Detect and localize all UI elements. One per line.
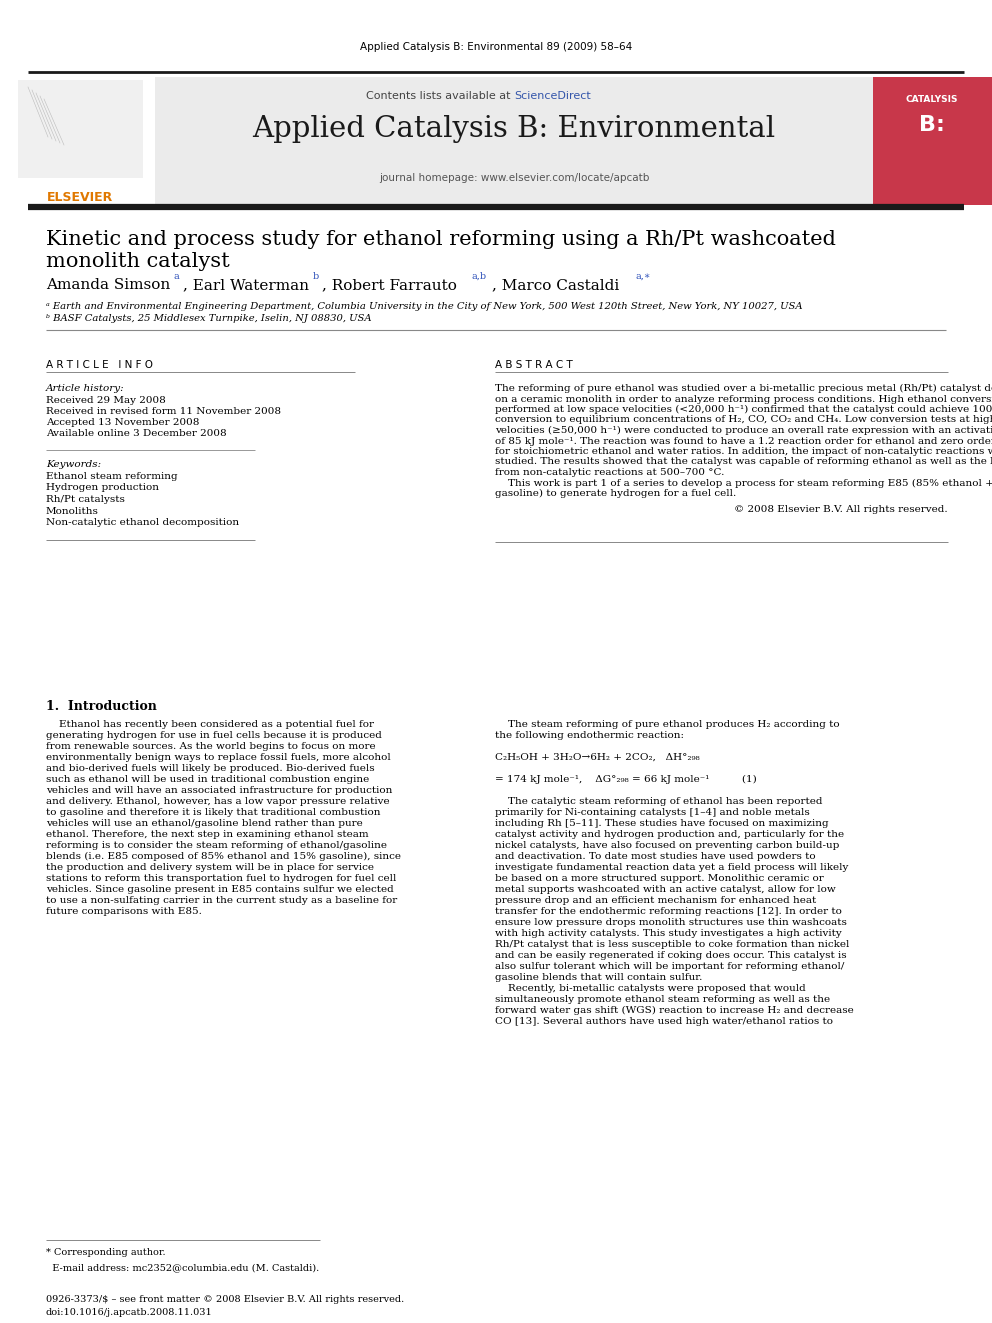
Bar — [0, 77, 155, 205]
Text: A B S T R A C T: A B S T R A C T — [495, 360, 572, 370]
Text: Applied Catalysis B: Environmental 89 (2009) 58–64: Applied Catalysis B: Environmental 89 (2… — [360, 42, 632, 52]
Text: pressure drop and an efficient mechanism for enhanced heat: pressure drop and an efficient mechanism… — [495, 896, 816, 905]
Text: monolith catalyst: monolith catalyst — [46, 251, 230, 271]
Text: of 85 kJ mole⁻¹. The reaction was found to have a 1.2 reaction order for ethanol: of 85 kJ mole⁻¹. The reaction was found … — [495, 437, 992, 446]
Text: investigate fundamental reaction data yet a field process will likely: investigate fundamental reaction data ye… — [495, 863, 848, 872]
Text: Monoliths: Monoliths — [46, 507, 99, 516]
Text: future comparisons with E85.: future comparisons with E85. — [46, 908, 202, 916]
Text: B:: B: — [919, 115, 945, 135]
Text: velocities (≥50,000 h⁻¹) were conducted to produce an overall rate expression wi: velocities (≥50,000 h⁻¹) were conducted … — [495, 426, 992, 435]
Text: a: a — [174, 273, 180, 280]
Text: The steam reforming of pure ethanol produces H₂ according to: The steam reforming of pure ethanol prod… — [495, 720, 839, 729]
Text: , Earl Waterman: , Earl Waterman — [183, 278, 309, 292]
Text: Hydrogen production: Hydrogen production — [46, 483, 159, 492]
Text: Contents lists available at: Contents lists available at — [366, 91, 514, 101]
Text: ScienceDirect: ScienceDirect — [514, 91, 591, 101]
Text: , Marco Castaldi: , Marco Castaldi — [492, 278, 619, 292]
Text: A R T I C L E   I N F O: A R T I C L E I N F O — [46, 360, 153, 370]
Text: E-mail address: mc2352@columbia.edu (M. Castaldi).: E-mail address: mc2352@columbia.edu (M. … — [46, 1263, 319, 1271]
Text: conversion to equilibrium concentrations of H₂, CO, CO₂ and CH₄. Low conversion : conversion to equilibrium concentrations… — [495, 415, 992, 425]
Text: from renewable sources. As the world begins to focus on more: from renewable sources. As the world beg… — [46, 742, 376, 751]
Text: primarily for Ni-containing catalysts [1–4] and noble metals: primarily for Ni-containing catalysts [1… — [495, 808, 809, 818]
Text: performed at low space velocities (<20,000 h⁻¹) confirmed that the catalyst coul: performed at low space velocities (<20,0… — [495, 405, 992, 414]
Text: The catalytic steam reforming of ethanol has been reported: The catalytic steam reforming of ethanol… — [495, 796, 822, 806]
Text: , Robert Farrauto: , Robert Farrauto — [322, 278, 457, 292]
Text: 1.  Introduction: 1. Introduction — [46, 700, 157, 713]
Text: a,∗: a,∗ — [635, 273, 651, 280]
Text: simultaneously promote ethanol steam reforming as well as the: simultaneously promote ethanol steam ref… — [495, 995, 830, 1004]
Text: Recently, bi-metallic catalysts were proposed that would: Recently, bi-metallic catalysts were pro… — [495, 984, 806, 994]
Text: * Corresponding author.: * Corresponding author. — [46, 1248, 166, 1257]
Text: Keywords:: Keywords: — [46, 460, 101, 468]
Text: journal homepage: www.elsevier.com/locate/apcatb: journal homepage: www.elsevier.com/locat… — [379, 173, 649, 183]
Text: stations to reform this transportation fuel to hydrogen for fuel cell: stations to reform this transportation f… — [46, 875, 397, 882]
Text: Non-catalytic ethanol decomposition: Non-catalytic ethanol decomposition — [46, 519, 239, 527]
Text: Article history:: Article history: — [46, 384, 125, 393]
Bar — [18, 79, 143, 179]
Text: and deactivation. To date most studies have used powders to: and deactivation. To date most studies h… — [495, 852, 815, 861]
Text: studied. The results showed that the catalyst was capable of reforming ethanol a: studied. The results showed that the cat… — [495, 458, 992, 467]
Text: Rh/Pt catalysts: Rh/Pt catalysts — [46, 495, 125, 504]
Text: Received in revised form 11 November 2008: Received in revised form 11 November 200… — [46, 407, 281, 415]
Text: with high activity catalysts. This study investigates a high activity: with high activity catalysts. This study… — [495, 929, 842, 938]
Text: from non-catalytic reactions at 500–700 °C.: from non-catalytic reactions at 500–700 … — [495, 468, 724, 478]
Text: This work is part 1 of a series to develop a process for steam reforming E85 (85: This work is part 1 of a series to devel… — [495, 479, 992, 488]
Text: vehicles will use an ethanol/gasoline blend rather than pure: vehicles will use an ethanol/gasoline bl… — [46, 819, 363, 828]
Text: also sulfur tolerant which will be important for reforming ethanol/: also sulfur tolerant which will be impor… — [495, 962, 844, 971]
Text: CO [13]. Several authors have used high water/ethanol ratios to: CO [13]. Several authors have used high … — [495, 1017, 833, 1027]
Text: gasoline) to generate hydrogen for a fuel cell.: gasoline) to generate hydrogen for a fue… — [495, 490, 736, 499]
Text: the production and delivery system will be in place for service: the production and delivery system will … — [46, 863, 374, 872]
Text: be based on a more structured support. Monolithic ceramic or: be based on a more structured support. M… — [495, 875, 823, 882]
Text: to use a non-sulfating carrier in the current study as a baseline for: to use a non-sulfating carrier in the cu… — [46, 896, 397, 905]
Text: and can be easily regenerated if coking does occur. This catalyst is: and can be easily regenerated if coking … — [495, 951, 846, 960]
Text: nickel catalysts, have also focused on preventing carbon build-up: nickel catalysts, have also focused on p… — [495, 841, 839, 849]
Bar — [873, 77, 992, 205]
Text: environmentally benign ways to replace fossil fuels, more alcohol: environmentally benign ways to replace f… — [46, 753, 391, 762]
Text: Ethanol steam reforming: Ethanol steam reforming — [46, 472, 178, 482]
Text: ELSEVIER: ELSEVIER — [47, 191, 113, 204]
Text: Amanda Simson: Amanda Simson — [46, 278, 171, 292]
Text: Ethanol has recently been considered as a potential fuel for: Ethanol has recently been considered as … — [46, 720, 374, 729]
Text: transfer for the endothermic reforming reactions [12]. In order to: transfer for the endothermic reforming r… — [495, 908, 842, 916]
Text: reforming is to consider the steam reforming of ethanol/gasoline: reforming is to consider the steam refor… — [46, 841, 387, 849]
Text: gasoline blends that will contain sulfur.: gasoline blends that will contain sulfur… — [495, 972, 702, 982]
Text: C₂H₅OH + 3H₂O→6H₂ + 2CO₂,   ΔH°₂₉₈: C₂H₅OH + 3H₂O→6H₂ + 2CO₂, ΔH°₂₉₈ — [495, 753, 699, 762]
Text: vehicles and will have an associated infrastructure for production: vehicles and will have an associated inf… — [46, 786, 393, 795]
Text: = 174 kJ mole⁻¹,    ΔG°₂₉₈ = 66 kJ mole⁻¹          (1): = 174 kJ mole⁻¹, ΔG°₂₉₈ = 66 kJ mole⁻¹ (… — [495, 775, 757, 785]
Text: Available online 3 December 2008: Available online 3 December 2008 — [46, 429, 226, 438]
Text: to gasoline and therefore it is likely that traditional combustion: to gasoline and therefore it is likely t… — [46, 808, 381, 818]
Bar — [155, 77, 873, 205]
Text: Applied Catalysis B: Environmental: Applied Catalysis B: Environmental — [252, 115, 776, 143]
Text: and bio-derived fuels will likely be produced. Bio-derived fuels: and bio-derived fuels will likely be pro… — [46, 763, 375, 773]
Text: © 2008 Elsevier B.V. All rights reserved.: © 2008 Elsevier B.V. All rights reserved… — [734, 505, 948, 515]
Text: CATALYSIS: CATALYSIS — [906, 95, 958, 105]
Text: on a ceramic monolith in order to analyze reforming process conditions. High eth: on a ceramic monolith in order to analyz… — [495, 394, 992, 404]
Text: ᵃ Earth and Environmental Engineering Department, Columbia University in the Cit: ᵃ Earth and Environmental Engineering De… — [46, 302, 803, 311]
Text: blends (i.e. E85 composed of 85% ethanol and 15% gasoline), since: blends (i.e. E85 composed of 85% ethanol… — [46, 852, 401, 861]
Text: Accepted 13 November 2008: Accepted 13 November 2008 — [46, 418, 199, 427]
Text: ethanol. Therefore, the next step in examining ethanol steam: ethanol. Therefore, the next step in exa… — [46, 830, 369, 839]
Text: including Rh [5–11]. These studies have focused on maximizing: including Rh [5–11]. These studies have … — [495, 819, 828, 828]
Text: metal supports washcoated with an active catalyst, allow for low: metal supports washcoated with an active… — [495, 885, 835, 894]
Text: Received 29 May 2008: Received 29 May 2008 — [46, 396, 166, 405]
Text: generating hydrogen for use in fuel cells because it is produced: generating hydrogen for use in fuel cell… — [46, 732, 382, 740]
Text: such as ethanol will be used in traditional combustion engine: such as ethanol will be used in traditio… — [46, 775, 369, 785]
Text: a,b: a,b — [472, 273, 487, 280]
Text: ᵇ BASF Catalysts, 25 Middlesex Turnpike, Iselin, NJ 08830, USA: ᵇ BASF Catalysts, 25 Middlesex Turnpike,… — [46, 314, 372, 323]
Text: for stoichiometric ethanol and water ratios. In addition, the impact of non-cata: for stoichiometric ethanol and water rat… — [495, 447, 992, 456]
Text: 0926-3373/$ – see front matter © 2008 Elsevier B.V. All rights reserved.: 0926-3373/$ – see front matter © 2008 El… — [46, 1295, 405, 1304]
Text: b: b — [313, 273, 319, 280]
Text: and delivery. Ethanol, however, has a low vapor pressure relative: and delivery. Ethanol, however, has a lo… — [46, 796, 390, 806]
Text: catalyst activity and hydrogen production and, particularly for the: catalyst activity and hydrogen productio… — [495, 830, 844, 839]
Text: the following endothermic reaction:: the following endothermic reaction: — [495, 732, 684, 740]
Text: ensure low pressure drops monolith structures use thin washcoats: ensure low pressure drops monolith struc… — [495, 918, 847, 927]
Text: doi:10.1016/j.apcatb.2008.11.031: doi:10.1016/j.apcatb.2008.11.031 — [46, 1308, 212, 1316]
Text: vehicles. Since gasoline present in E85 contains sulfur we elected: vehicles. Since gasoline present in E85 … — [46, 885, 394, 894]
Text: Rh/Pt catalyst that is less susceptible to coke formation than nickel: Rh/Pt catalyst that is less susceptible … — [495, 941, 849, 949]
Text: Kinetic and process study for ethanol reforming using a Rh/Pt washcoated: Kinetic and process study for ethanol re… — [46, 230, 836, 249]
Text: The reforming of pure ethanol was studied over a bi-metallic precious metal (Rh/: The reforming of pure ethanol was studie… — [495, 384, 992, 393]
Text: forward water gas shift (WGS) reaction to increase H₂ and decrease: forward water gas shift (WGS) reaction t… — [495, 1005, 854, 1015]
